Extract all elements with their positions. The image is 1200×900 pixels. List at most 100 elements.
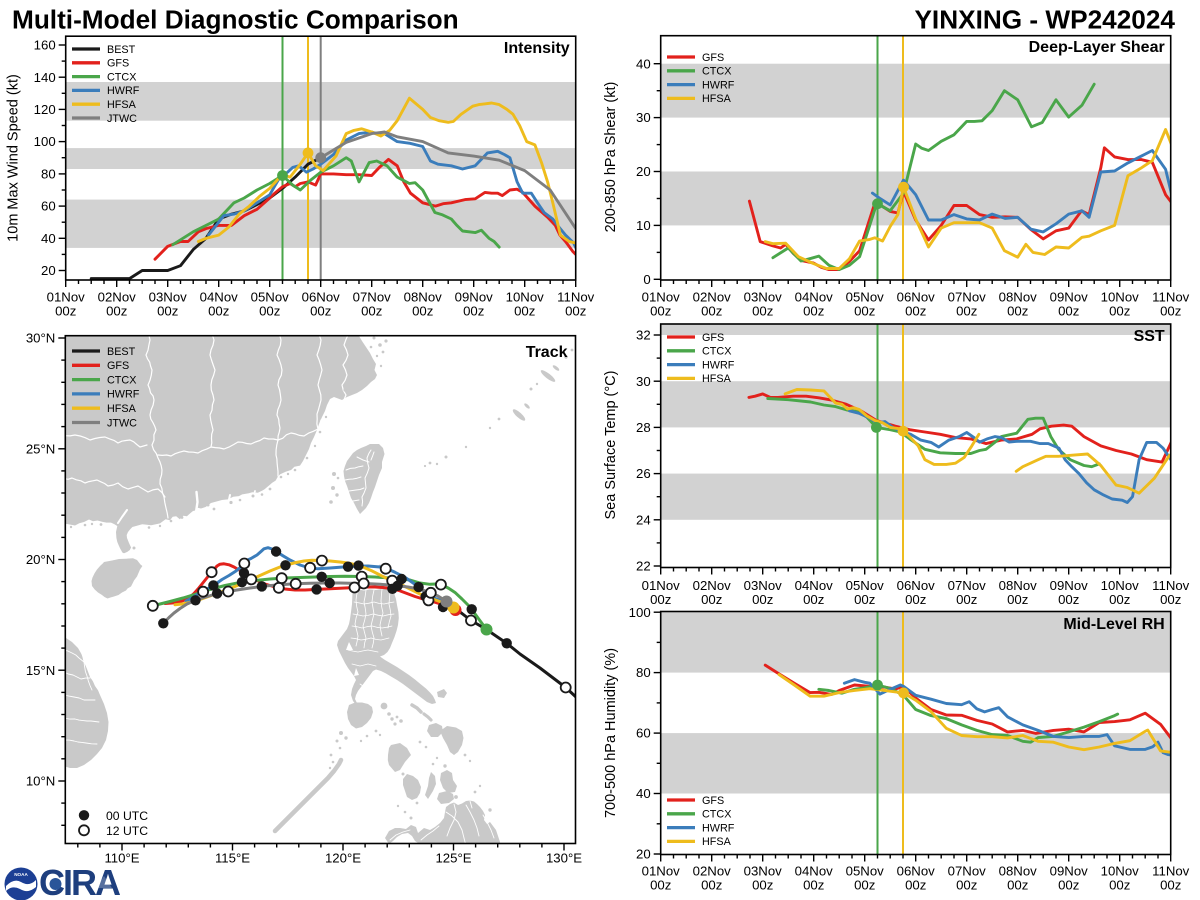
svg-text:00z: 00z xyxy=(157,304,178,319)
svg-text:00z: 00z xyxy=(752,304,773,319)
svg-text:HWRF: HWRF xyxy=(702,359,735,371)
svg-text:00z: 00z xyxy=(463,304,484,319)
svg-text:02Nov: 02Nov xyxy=(693,864,732,879)
svg-text:Multi-Model Diagnostic Compari: Multi-Model Diagnostic Comparison xyxy=(12,5,459,35)
svg-text:CTCX: CTCX xyxy=(107,71,136,83)
svg-text:00z: 00z xyxy=(1160,304,1181,319)
svg-text:20°N: 20°N xyxy=(26,552,55,567)
svg-text:11Nov: 11Nov xyxy=(1152,864,1190,879)
svg-text:03Nov: 03Nov xyxy=(744,864,783,879)
svg-text:01Nov: 01Nov xyxy=(642,290,681,305)
svg-text:30: 30 xyxy=(636,110,651,125)
svg-text:04Nov: 04Nov xyxy=(795,864,834,879)
svg-text:00z: 00z xyxy=(854,304,875,319)
svg-text:00z: 00z xyxy=(752,592,773,607)
svg-text:05Nov: 05Nov xyxy=(846,578,885,593)
svg-text:SST: SST xyxy=(1134,328,1165,345)
svg-text:125°E: 125°E xyxy=(435,851,471,866)
svg-text:HFSA: HFSA xyxy=(702,93,732,105)
svg-text:20: 20 xyxy=(636,164,651,179)
svg-text:HWRF: HWRF xyxy=(107,85,140,97)
svg-text:06Nov: 06Nov xyxy=(302,290,341,305)
svg-text:115°E: 115°E xyxy=(215,851,250,866)
svg-text:00z: 00z xyxy=(259,304,280,319)
svg-text:15°N: 15°N xyxy=(26,663,55,678)
svg-text:00z: 00z xyxy=(1058,304,1079,319)
svg-text:GFS: GFS xyxy=(702,795,724,807)
svg-text:00z: 00z xyxy=(106,304,127,319)
svg-text:200-850 hPa Shear (kt): 200-850 hPa Shear (kt) xyxy=(603,82,619,233)
svg-text:01Nov: 01Nov xyxy=(642,578,681,593)
svg-text:HWRF: HWRF xyxy=(702,79,735,91)
svg-text:07Nov: 07Nov xyxy=(948,864,987,879)
svg-text:00z: 00z xyxy=(701,592,722,607)
svg-text:32: 32 xyxy=(636,328,651,343)
svg-text:Mid-Level RH: Mid-Level RH xyxy=(1063,616,1164,633)
svg-text:00z: 00z xyxy=(1160,592,1181,607)
svg-text:09Nov: 09Nov xyxy=(455,290,494,305)
svg-text:30°N: 30°N xyxy=(26,331,55,346)
svg-text:00z: 00z xyxy=(905,878,926,893)
svg-text:00z: 00z xyxy=(1160,878,1181,893)
svg-text:40: 40 xyxy=(636,786,651,801)
svg-text:Sea Surface Temp (°C): Sea Surface Temp (°C) xyxy=(603,371,619,520)
svg-text:00z: 00z xyxy=(1058,592,1079,607)
svg-text:06Nov: 06Nov xyxy=(897,578,936,593)
svg-text:HFSA: HFSA xyxy=(107,403,137,415)
svg-text:08Nov: 08Nov xyxy=(999,578,1038,593)
svg-text:00z: 00z xyxy=(1007,304,1028,319)
svg-text:00z: 00z xyxy=(514,304,535,319)
svg-text:08Nov: 08Nov xyxy=(404,290,443,305)
svg-text:00z: 00z xyxy=(803,878,824,893)
svg-text:07Nov: 07Nov xyxy=(948,578,987,593)
svg-text:GFS: GFS xyxy=(107,360,129,372)
svg-text:00z: 00z xyxy=(55,304,76,319)
svg-text:08Nov: 08Nov xyxy=(999,290,1038,305)
svg-text:100: 100 xyxy=(34,134,56,149)
svg-text:03Nov: 03Nov xyxy=(744,290,783,305)
svg-text:05Nov: 05Nov xyxy=(846,864,885,879)
svg-text:00z: 00z xyxy=(803,304,824,319)
svg-text:CTCX: CTCX xyxy=(702,809,731,821)
svg-text:110°E: 110°E xyxy=(104,851,139,866)
svg-text:12 UTC: 12 UTC xyxy=(106,824,148,838)
svg-text:GFS: GFS xyxy=(107,58,129,70)
svg-text:GFS: GFS xyxy=(702,332,724,344)
svg-text:10: 10 xyxy=(636,218,651,233)
svg-text:10°N: 10°N xyxy=(26,774,55,789)
svg-text:HFSA: HFSA xyxy=(107,99,137,111)
svg-text:04Nov: 04Nov xyxy=(795,578,834,593)
svg-text:NOAA: NOAA xyxy=(14,872,28,877)
svg-text:24: 24 xyxy=(636,512,651,527)
svg-text:06Nov: 06Nov xyxy=(897,864,936,879)
svg-text:00z: 00z xyxy=(905,592,926,607)
svg-text:09Nov: 09Nov xyxy=(1050,578,1089,593)
svg-text:02Nov: 02Nov xyxy=(693,290,732,305)
svg-text:00z: 00z xyxy=(1109,304,1130,319)
svg-text:HFSA: HFSA xyxy=(702,373,732,385)
svg-text:130°E: 130°E xyxy=(546,851,582,866)
svg-text:00z: 00z xyxy=(1007,878,1028,893)
svg-text:BEST: BEST xyxy=(107,346,136,358)
svg-text:10Nov: 10Nov xyxy=(506,290,545,305)
svg-text:09Nov: 09Nov xyxy=(1050,864,1089,879)
svg-text:09Nov: 09Nov xyxy=(1050,290,1089,305)
svg-text:25°N: 25°N xyxy=(26,441,55,456)
svg-text:00z: 00z xyxy=(1058,878,1079,893)
svg-text:00z: 00z xyxy=(208,304,229,319)
svg-text:20: 20 xyxy=(41,263,56,278)
svg-text:JTWC: JTWC xyxy=(107,113,137,125)
svg-text:28: 28 xyxy=(636,420,651,435)
svg-text:00z: 00z xyxy=(565,304,586,319)
svg-text:07Nov: 07Nov xyxy=(353,290,392,305)
svg-text:00z: 00z xyxy=(1007,592,1028,607)
svg-text:YINXING - WP242024: YINXING - WP242024 xyxy=(914,5,1175,35)
svg-text:06Nov: 06Nov xyxy=(897,290,936,305)
svg-text:04Nov: 04Nov xyxy=(795,290,834,305)
svg-text:00z: 00z xyxy=(701,878,722,893)
svg-text:00z: 00z xyxy=(650,304,671,319)
svg-text:00z: 00z xyxy=(361,304,382,319)
svg-text:30: 30 xyxy=(636,374,651,389)
svg-text:00z: 00z xyxy=(1109,592,1130,607)
svg-text:03Nov: 03Nov xyxy=(149,290,188,305)
